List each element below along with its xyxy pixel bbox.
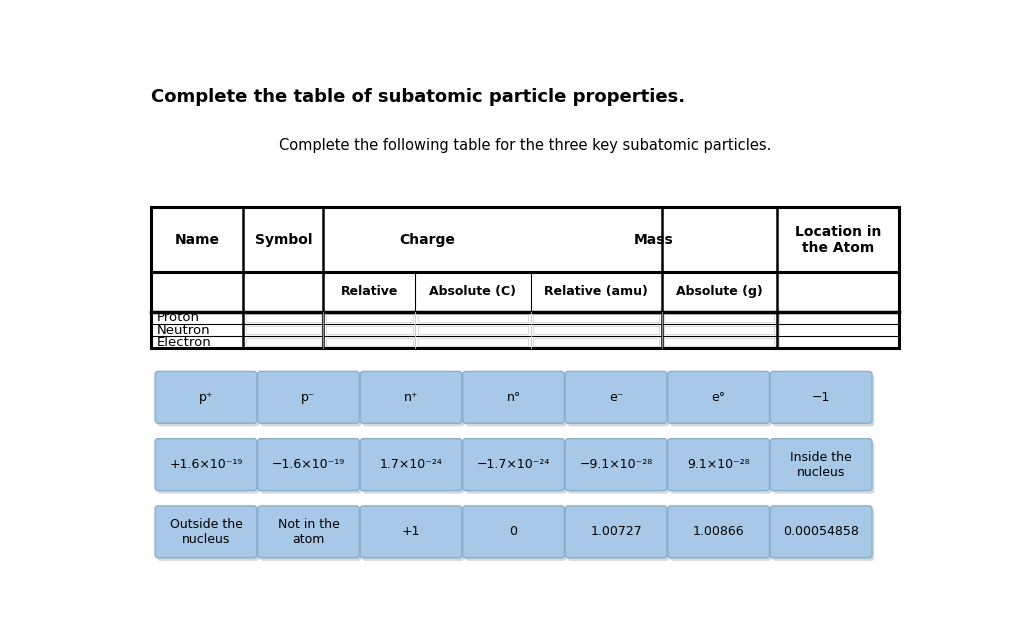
FancyBboxPatch shape [260,442,361,493]
Text: p⁺: p⁺ [199,391,213,404]
Text: −1.6×10⁻¹⁹: −1.6×10⁻¹⁹ [272,458,345,471]
Text: Name: Name [175,233,220,247]
Text: 0: 0 [510,526,517,538]
Text: 1.7×10⁻²⁴: 1.7×10⁻²⁴ [380,458,442,471]
Text: −9.1×10⁻²⁸: −9.1×10⁻²⁸ [580,458,652,471]
Text: Inside the
nucleus: Inside the nucleus [791,451,852,478]
Text: Complete the table of subatomic particle properties.: Complete the table of subatomic particle… [152,88,685,106]
Bar [664,314,774,321]
FancyBboxPatch shape [567,442,670,493]
FancyBboxPatch shape [772,509,874,561]
Text: Complete the following table for the three key subatomic particles.: Complete the following table for the thr… [279,138,771,153]
FancyBboxPatch shape [465,374,566,426]
FancyBboxPatch shape [155,506,257,558]
FancyBboxPatch shape [670,374,772,426]
FancyBboxPatch shape [565,439,667,491]
Bar [774,314,779,321]
Text: e⁻: e⁻ [609,391,624,404]
Bar [246,314,322,321]
Bar [326,338,413,346]
Text: Relative: Relative [341,285,398,298]
FancyBboxPatch shape [360,506,462,558]
Text: −1: −1 [812,391,830,404]
FancyBboxPatch shape [772,374,874,426]
Text: Location in
the Atom: Location in the Atom [795,225,882,255]
FancyBboxPatch shape [158,442,259,493]
Text: e°: e° [712,391,726,404]
FancyBboxPatch shape [362,442,464,493]
Bar [326,314,413,321]
FancyBboxPatch shape [567,509,670,561]
FancyBboxPatch shape [158,374,259,426]
Text: 0.00054858: 0.00054858 [783,526,859,538]
Text: Relative (amu): Relative (amu) [544,285,648,298]
FancyBboxPatch shape [362,509,464,561]
FancyBboxPatch shape [670,442,772,493]
FancyBboxPatch shape [360,372,462,423]
FancyBboxPatch shape [155,439,257,491]
Text: 9.1×10⁻²⁸: 9.1×10⁻²⁸ [687,458,750,471]
Bar [774,327,779,334]
Text: +1: +1 [401,526,420,538]
FancyBboxPatch shape [567,374,670,426]
FancyBboxPatch shape [463,506,564,558]
FancyBboxPatch shape [770,372,872,423]
FancyBboxPatch shape [260,509,361,561]
Text: Not in the
atom: Not in the atom [278,518,339,546]
FancyBboxPatch shape [258,506,359,558]
FancyBboxPatch shape [463,439,564,491]
Bar [664,338,774,346]
FancyBboxPatch shape [565,506,667,558]
FancyBboxPatch shape [463,372,564,423]
FancyBboxPatch shape [770,439,872,491]
Text: Mass: Mass [634,233,674,247]
Bar [246,327,322,334]
Bar [418,327,528,334]
FancyBboxPatch shape [670,509,772,561]
Text: Neutron: Neutron [157,323,210,337]
Bar [532,327,659,334]
FancyBboxPatch shape [668,506,769,558]
Text: Outside the
nucleus: Outside the nucleus [170,518,243,546]
FancyBboxPatch shape [155,372,257,423]
Text: Proton: Proton [157,311,200,325]
Bar [664,327,774,334]
FancyBboxPatch shape [668,372,769,423]
Text: Absolute (g): Absolute (g) [676,285,763,298]
FancyBboxPatch shape [258,372,359,423]
FancyBboxPatch shape [260,374,361,426]
FancyBboxPatch shape [668,439,769,491]
FancyBboxPatch shape [158,509,259,561]
Bar [418,314,528,321]
Text: Charge: Charge [399,233,455,247]
Bar [532,314,659,321]
FancyBboxPatch shape [465,442,566,493]
Bar [418,338,528,346]
FancyBboxPatch shape [565,372,667,423]
FancyBboxPatch shape [362,374,464,426]
FancyBboxPatch shape [772,442,874,493]
Text: Symbol: Symbol [255,233,312,247]
Text: +1.6×10⁻¹⁹: +1.6×10⁻¹⁹ [169,458,243,471]
Bar [532,338,659,346]
Text: p⁻: p⁻ [301,391,315,404]
FancyBboxPatch shape [360,439,462,491]
Bar [774,338,779,346]
Bar [326,327,413,334]
Text: 1.00727: 1.00727 [590,526,642,538]
Text: Absolute (C): Absolute (C) [429,285,516,298]
Text: n°: n° [507,391,520,404]
FancyBboxPatch shape [770,506,872,558]
Text: −1.7×10⁻²⁴: −1.7×10⁻²⁴ [477,458,550,471]
Text: Electron: Electron [157,336,211,348]
Bar [246,338,322,346]
FancyBboxPatch shape [465,509,566,561]
FancyBboxPatch shape [258,439,359,491]
Text: n⁺: n⁺ [403,391,418,404]
Bar [152,207,899,348]
Text: 1.00866: 1.00866 [693,526,744,538]
